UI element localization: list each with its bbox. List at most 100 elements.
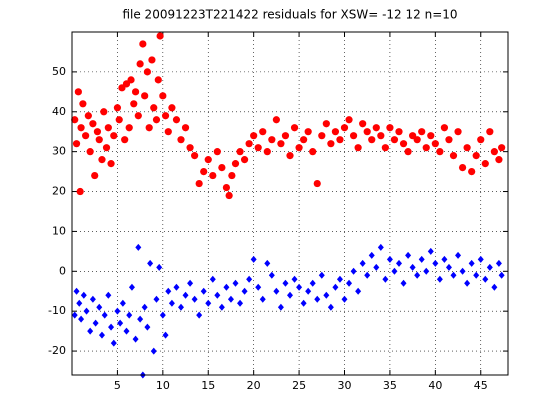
chart-title: file 20091223T221422 residuals for XSW= … — [122, 8, 457, 22]
point — [473, 271, 480, 279]
point — [115, 116, 123, 124]
point — [139, 40, 147, 48]
point — [123, 327, 130, 335]
point — [74, 88, 82, 96]
point — [490, 148, 498, 156]
point — [209, 275, 216, 283]
point — [368, 251, 375, 259]
point — [345, 116, 353, 124]
point — [349, 132, 358, 140]
point — [400, 279, 407, 287]
point — [354, 144, 362, 152]
point — [282, 279, 289, 287]
point — [459, 267, 466, 275]
point — [259, 295, 266, 303]
point — [182, 291, 189, 299]
point — [89, 295, 96, 303]
point — [101, 311, 108, 319]
point — [245, 140, 253, 148]
point — [236, 148, 244, 156]
point — [432, 259, 439, 267]
x-tick-label: 40 — [428, 379, 442, 392]
point — [147, 259, 154, 267]
point — [427, 132, 435, 140]
point — [336, 275, 343, 283]
point — [295, 144, 303, 152]
point — [418, 128, 426, 136]
point — [268, 136, 276, 144]
point — [164, 128, 172, 136]
point — [102, 144, 111, 152]
point — [355, 287, 362, 295]
point — [121, 136, 129, 144]
point — [240, 156, 249, 164]
point — [255, 283, 262, 291]
point — [477, 136, 485, 144]
point — [214, 291, 221, 299]
point — [300, 299, 307, 307]
point — [237, 299, 244, 307]
point — [464, 279, 471, 287]
point — [377, 132, 385, 140]
point — [148, 56, 156, 64]
point — [113, 104, 122, 112]
point — [186, 144, 194, 152]
point — [218, 303, 225, 311]
plot-area — [72, 32, 508, 375]
point — [495, 156, 503, 164]
point — [161, 112, 170, 120]
y-tick-label: -20 — [48, 344, 66, 357]
point — [281, 132, 290, 140]
point — [172, 116, 181, 124]
point — [222, 183, 231, 192]
point — [472, 152, 480, 160]
point — [250, 132, 258, 140]
point — [225, 191, 233, 200]
point — [414, 271, 421, 279]
point — [83, 307, 90, 315]
point — [309, 279, 316, 287]
point — [340, 124, 349, 132]
point — [108, 323, 115, 331]
point — [468, 259, 475, 267]
point — [84, 112, 92, 120]
point — [168, 104, 176, 112]
point — [482, 275, 489, 283]
point — [336, 136, 344, 144]
point — [218, 164, 226, 172]
point — [486, 263, 493, 271]
point — [76, 187, 84, 196]
point — [277, 303, 284, 311]
point — [110, 132, 118, 140]
point — [449, 152, 458, 160]
point — [495, 259, 502, 267]
point — [399, 140, 408, 148]
point — [427, 247, 434, 255]
point — [231, 160, 240, 168]
point — [363, 128, 371, 136]
point — [491, 283, 498, 291]
point — [327, 140, 335, 148]
point — [418, 255, 425, 263]
point — [137, 315, 144, 323]
point — [246, 275, 253, 283]
x-tick-label: 15 — [201, 379, 215, 392]
point — [273, 287, 280, 295]
point — [223, 283, 230, 291]
point — [300, 136, 308, 144]
point — [405, 251, 412, 259]
point — [130, 100, 138, 108]
point — [98, 331, 105, 339]
point — [381, 144, 389, 152]
point — [268, 271, 275, 279]
point — [82, 132, 90, 140]
point — [71, 116, 79, 124]
point — [391, 267, 398, 275]
point — [409, 263, 416, 271]
y-tick-label: -10 — [48, 304, 66, 317]
point — [125, 124, 133, 132]
point — [277, 140, 285, 148]
point — [272, 116, 280, 124]
